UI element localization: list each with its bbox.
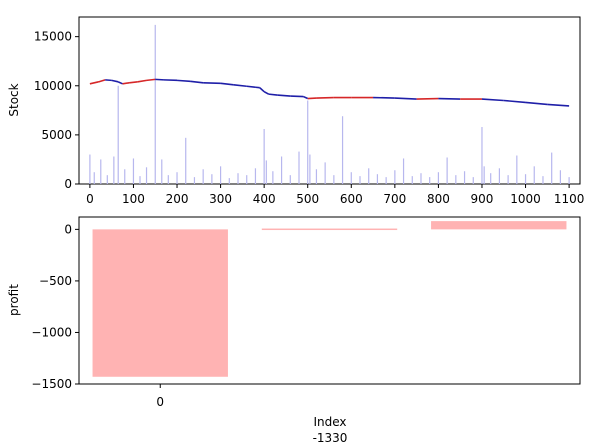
- price-segment: [481, 98, 504, 102]
- price-segment: [503, 99, 526, 104]
- y-tick-label: 10000: [34, 79, 72, 93]
- x-tick-label: 400: [253, 192, 276, 206]
- x-tick-label: 500: [296, 192, 319, 206]
- price-segment: [259, 87, 265, 93]
- price-segment: [176, 79, 191, 83]
- y-tick-label: −1000: [31, 325, 72, 339]
- price-segment: [111, 79, 119, 83]
- price-segment: [137, 79, 147, 83]
- profit-bars: [92, 221, 567, 377]
- stock-y-ticks: 0 5000 10000 15000: [34, 30, 79, 191]
- profit-y-label: profit: [7, 284, 21, 316]
- x-tick-label: 600: [340, 192, 363, 206]
- price-segment: [89, 81, 99, 85]
- x-tick-label: 1100: [554, 192, 585, 206]
- price-line: [89, 78, 570, 107]
- price-segment: [277, 94, 291, 97]
- y-tick-label: 0: [64, 177, 72, 191]
- profit-y-ticks: 0 −500 −1000 −1500: [31, 222, 79, 391]
- y-tick-label: −500: [39, 274, 72, 288]
- profit-x-extra-label: -1330: [313, 431, 348, 445]
- stock-y-label: Stock: [7, 83, 21, 116]
- price-segment: [98, 79, 106, 83]
- price-segment: [117, 81, 123, 85]
- price-segment: [220, 82, 234, 86]
- price-segment: [394, 97, 417, 100]
- x-tick-label: 800: [427, 192, 450, 206]
- profit-chart: 0 −500 −1000 −1500 0 profit Index -1330: [7, 216, 581, 445]
- x-tick-label: 900: [471, 192, 494, 206]
- x-tick-label: 100: [122, 192, 145, 206]
- stock-chart: 0 100 200 300 400 500 600 700 800 900 1000 1100 0 50…: [7, 16, 584, 206]
- price-segment: [233, 83, 247, 88]
- x-tick-label: 700: [383, 192, 406, 206]
- price-segment: [263, 90, 269, 95]
- y-tick-label: 0: [64, 222, 72, 236]
- x-tick-label: 0: [86, 192, 94, 206]
- price-segment: [547, 103, 570, 107]
- x-tick-label: 0: [156, 395, 164, 409]
- profit-x-ticks: 0: [156, 384, 164, 409]
- profit-bar: [261, 228, 398, 231]
- stock-x-ticks: 0 100 200 300 400 500 600 700 800 900 1000 1100: [86, 184, 584, 206]
- price-segment: [303, 95, 309, 100]
- y-tick-label: 5000: [41, 128, 72, 142]
- volume-bars: [89, 24, 570, 184]
- price-segment: [525, 101, 548, 106]
- price-segment: [146, 78, 156, 82]
- price-segment: [268, 93, 278, 96]
- price-segment: [246, 85, 256, 89]
- y-tick-label: −1500: [31, 377, 72, 391]
- price-segment: [129, 81, 138, 84]
- price-segment: [122, 82, 130, 85]
- profit-bar: [431, 221, 567, 230]
- x-tick-label: 300: [209, 192, 232, 206]
- x-tick-label: 1000: [510, 192, 541, 206]
- x-tick-label: 200: [166, 192, 189, 206]
- price-segment: [190, 80, 204, 84]
- profit-bar: [92, 229, 228, 377]
- profit-x-label: Index: [313, 415, 346, 429]
- y-tick-label: 15000: [34, 30, 72, 44]
